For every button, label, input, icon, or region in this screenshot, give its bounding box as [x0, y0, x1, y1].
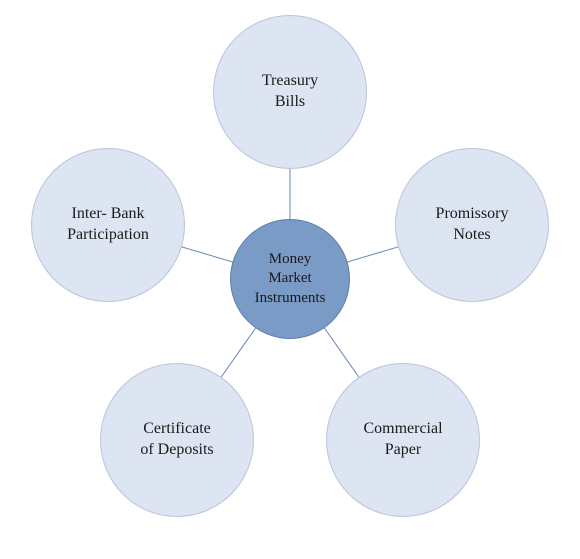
node-commercial-paper-label: CommercialPaper: [357, 413, 448, 467]
diagram-canvas: TreasuryBills PromissoryNotes CommercialPa…: [0, 0, 580, 559]
node-certificate-of-deposits: Certificateof Deposits: [100, 363, 254, 517]
node-inter-bank-participation-label: Inter- BankParticipation: [61, 198, 155, 252]
node-commercial-paper: CommercialPaper: [326, 363, 480, 517]
node-certificate-of-deposits-label: Certificateof Deposits: [134, 413, 219, 467]
node-promissory-notes: PromissoryNotes: [395, 148, 549, 302]
node-promissory-notes-label: PromissoryNotes: [430, 198, 515, 252]
node-center-label: MoneyMarketInstruments: [249, 244, 332, 315]
node-center: MoneyMarketInstruments: [230, 219, 350, 339]
node-treasury-bills-label: TreasuryBills: [256, 65, 324, 119]
node-inter-bank-participation: Inter- BankParticipation: [31, 148, 185, 302]
node-treasury-bills: TreasuryBills: [213, 15, 367, 169]
